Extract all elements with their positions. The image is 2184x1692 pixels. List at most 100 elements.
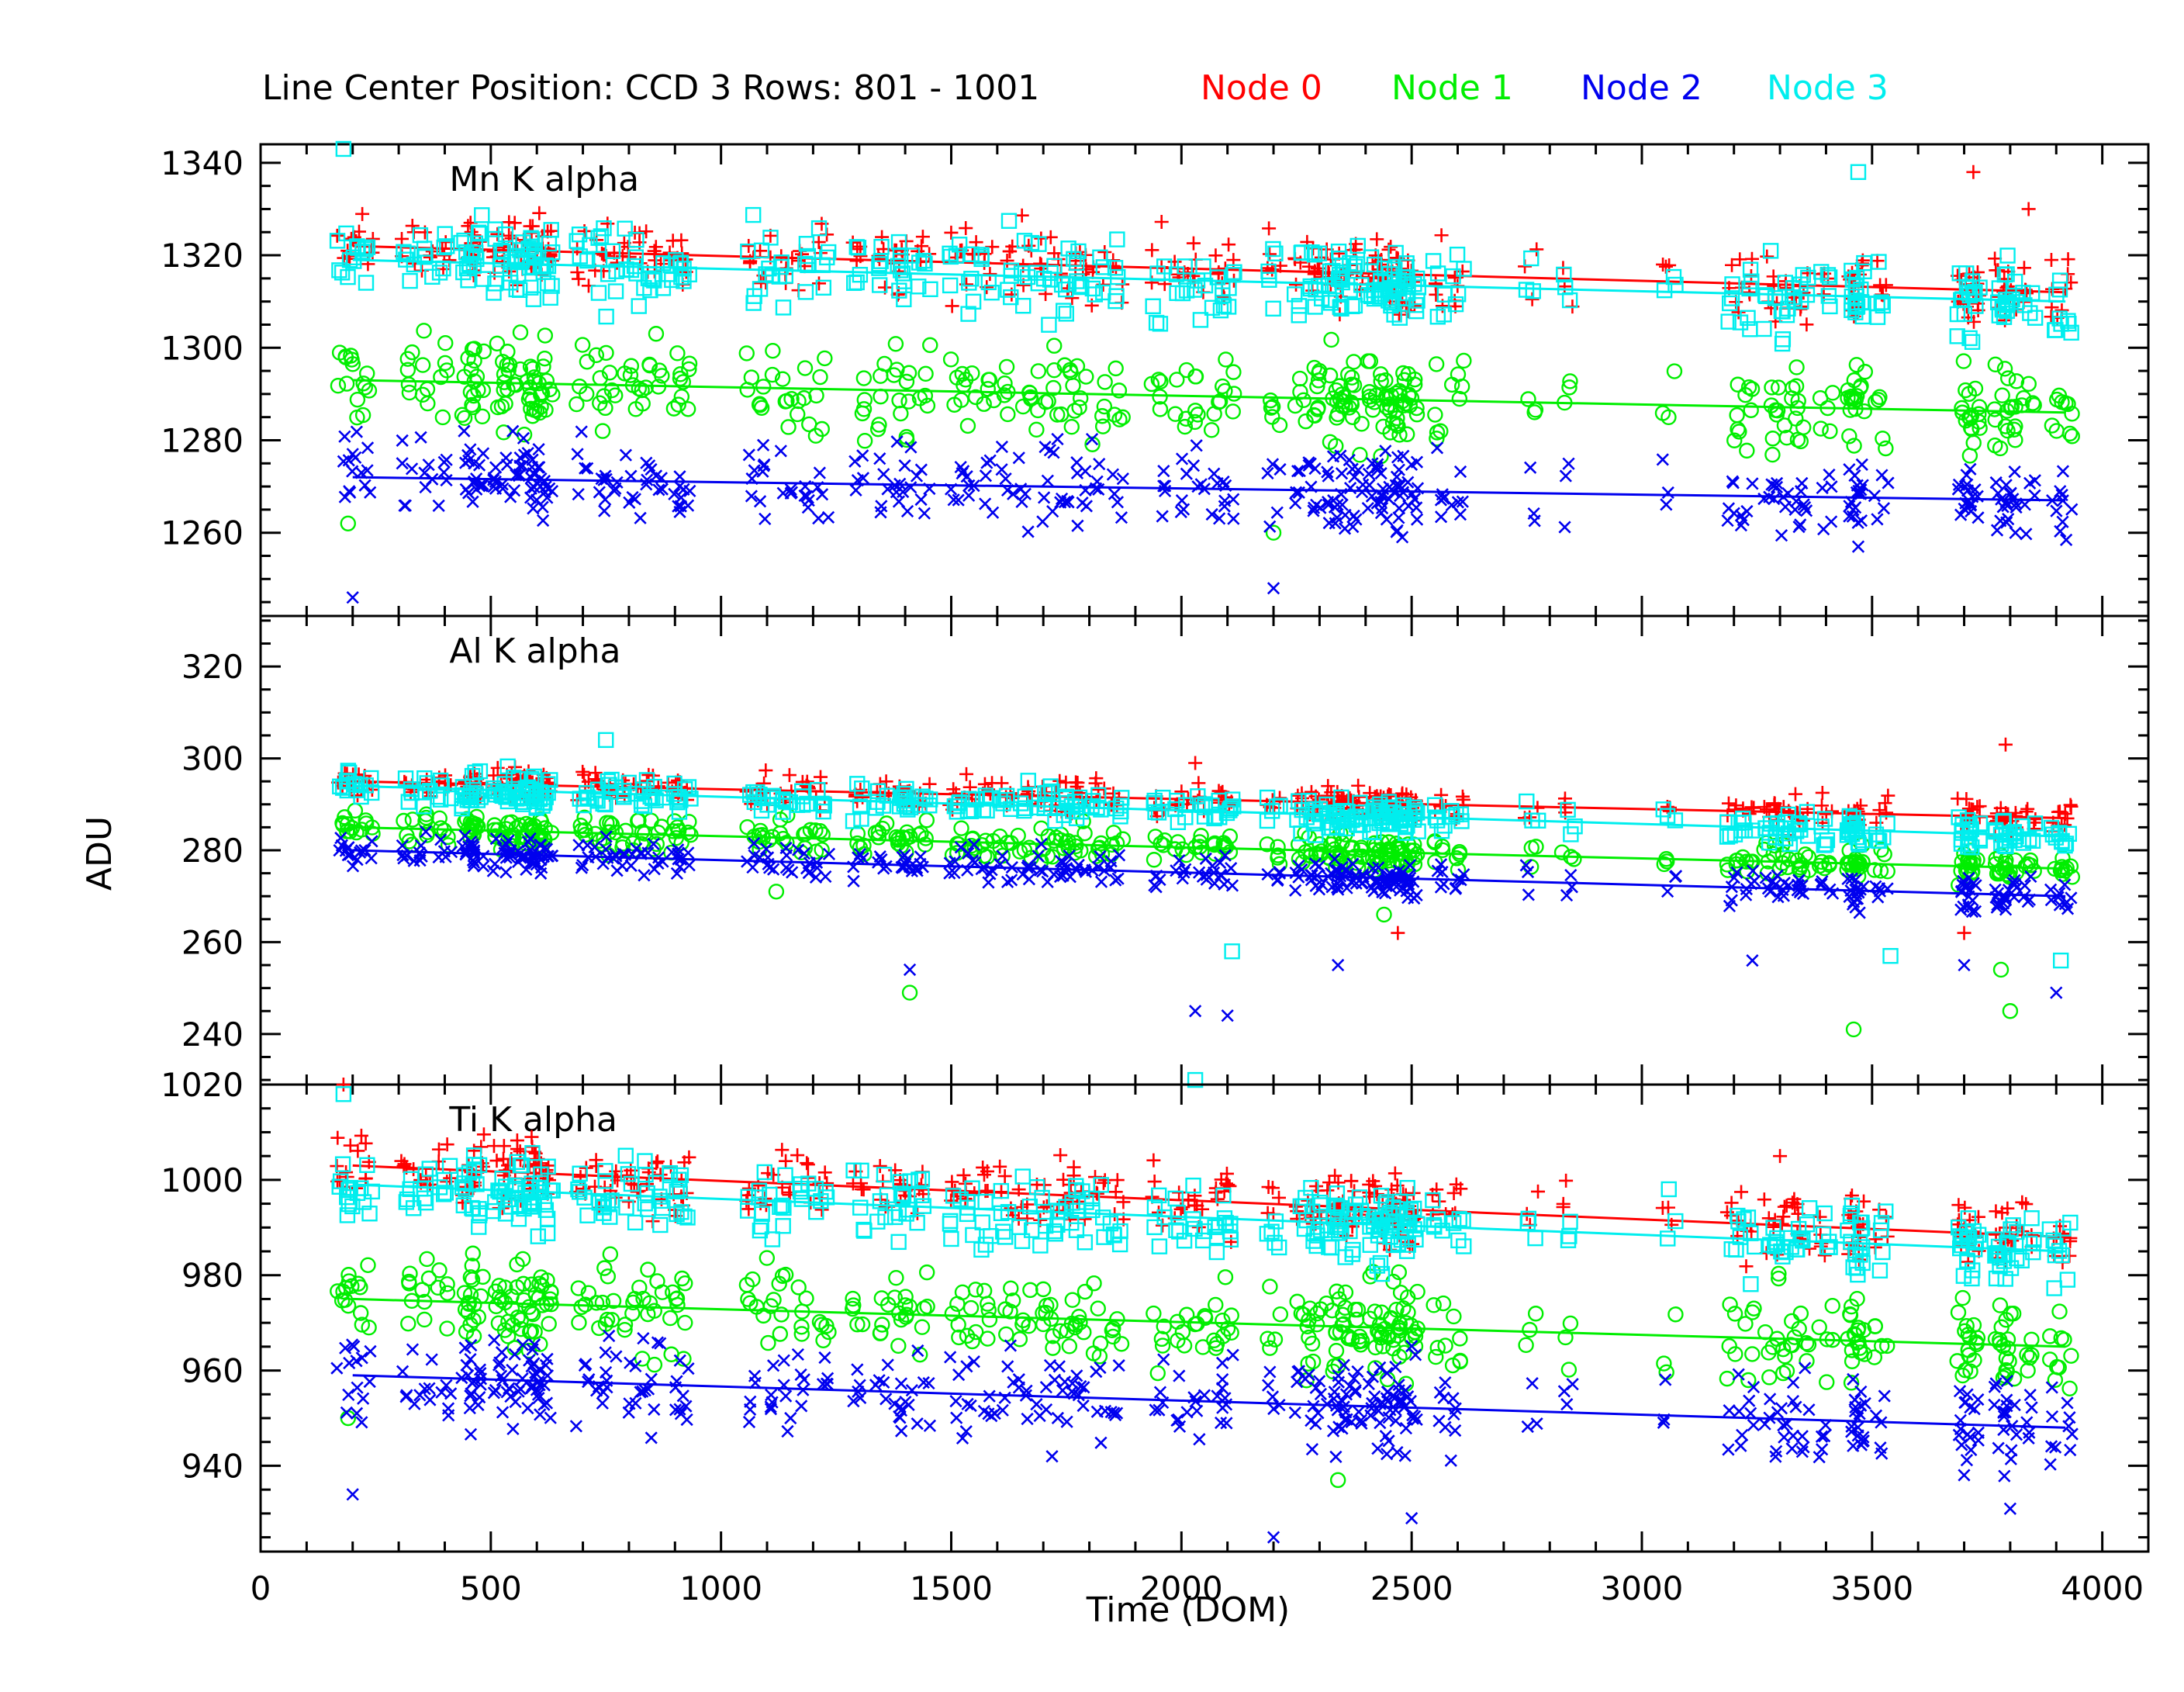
legend-node-2: Node 2: [1581, 68, 1702, 108]
data-point: [1819, 1375, 1833, 1389]
data-point: [1114, 1337, 1128, 1351]
data-point: [1967, 436, 1981, 450]
data-point: [401, 1317, 415, 1330]
y-tick-label: 1280: [161, 421, 244, 459]
data-point: [2044, 253, 2058, 267]
data-point: [343, 1389, 354, 1400]
data-point: [783, 768, 797, 782]
data-point: [1094, 458, 1104, 469]
data-point: [982, 373, 996, 387]
panel-label: Ti K alpha: [448, 1100, 617, 1140]
data-point: [1108, 469, 1118, 479]
data-point: [1730, 408, 1744, 422]
data-point: [538, 329, 552, 343]
data-point: [1072, 468, 1083, 479]
data-point: [1081, 500, 1092, 511]
data-point: [2022, 202, 2036, 216]
data-point: [780, 1390, 791, 1401]
data-point: [1563, 293, 1577, 307]
y-tick-label: 1340: [161, 144, 244, 182]
data-point: [1958, 383, 1972, 397]
data-point: [1823, 424, 1837, 438]
data-point: [1066, 1293, 1080, 1307]
data-point: [1022, 526, 1033, 537]
data-point: [1377, 908, 1391, 922]
data-point: [579, 462, 590, 473]
data-point: [1349, 1313, 1363, 1327]
data-point: [813, 370, 827, 384]
data-point: [1145, 243, 1159, 257]
data-point: [500, 867, 511, 877]
data-point: [646, 1373, 657, 1384]
data-point: [761, 1336, 775, 1350]
data-point: [441, 475, 451, 486]
data-point: [542, 1317, 556, 1330]
data-point: [355, 207, 369, 221]
y-tick-label: 980: [181, 1257, 244, 1295]
data-point: [502, 459, 513, 470]
data-point: [819, 1352, 830, 1363]
data-point: [489, 1334, 499, 1345]
data-point: [1147, 853, 1161, 867]
data-point: [747, 862, 758, 873]
data-point: [1000, 254, 1014, 268]
data-point: [1790, 360, 1804, 374]
data-point: [1208, 468, 1219, 479]
data-point: [943, 279, 957, 292]
legend-node-3: Node 3: [1767, 68, 1889, 108]
data-point: [759, 514, 770, 524]
data-point: [1188, 756, 1202, 770]
data-point: [617, 860, 627, 871]
data-point: [634, 513, 645, 524]
data-point: [1878, 847, 1892, 861]
data-point: [1263, 247, 1277, 261]
data-point: [2023, 306, 2037, 320]
data-point: [1826, 1299, 1840, 1313]
data-point: [1762, 1370, 1776, 1384]
data-point: [443, 1403, 454, 1413]
data-point: [1796, 478, 1807, 489]
data-point: [331, 1362, 342, 1373]
data-point: [599, 733, 613, 747]
data-point: [746, 208, 760, 222]
data-point: [403, 386, 416, 400]
data-point: [1023, 1283, 1037, 1297]
data-point: [1196, 259, 1210, 273]
data-point: [572, 448, 582, 459]
data-point: [1080, 465, 1090, 476]
data-point: [396, 458, 407, 469]
data-point: [1170, 865, 1181, 876]
data-point: [1747, 478, 1757, 489]
data-point: [1455, 466, 1466, 477]
data-point: [397, 1366, 408, 1377]
data-point: [399, 500, 410, 511]
data-point: [849, 456, 860, 467]
data-point: [403, 1267, 417, 1281]
data-point: [852, 1364, 862, 1375]
data-point: [397, 435, 408, 446]
data-point: [1331, 1473, 1345, 1487]
data-point: [619, 824, 633, 838]
x-tick-label: 1000: [679, 1569, 762, 1607]
data-point: [1519, 1338, 1533, 1352]
data-point: [961, 471, 972, 482]
data-point: [597, 1398, 608, 1409]
data-point: [1329, 1344, 1343, 1358]
data-point: [1177, 495, 1187, 506]
data-point: [745, 1404, 755, 1415]
data-point: [603, 1247, 617, 1261]
data-point: [1813, 391, 1827, 405]
data-point: [1561, 803, 1575, 817]
data-point: [765, 344, 779, 358]
data-point: [1149, 316, 1163, 330]
data-point: [1854, 907, 1864, 918]
data-point: [1325, 333, 1339, 347]
chart-title: Line Center Position: CCD 3 Rows: 801 - …: [262, 68, 1039, 108]
data-point: [961, 419, 975, 433]
data-point: [572, 489, 583, 500]
data-point: [1869, 490, 1880, 501]
data-point: [1268, 583, 1279, 593]
data-point: [919, 507, 930, 518]
